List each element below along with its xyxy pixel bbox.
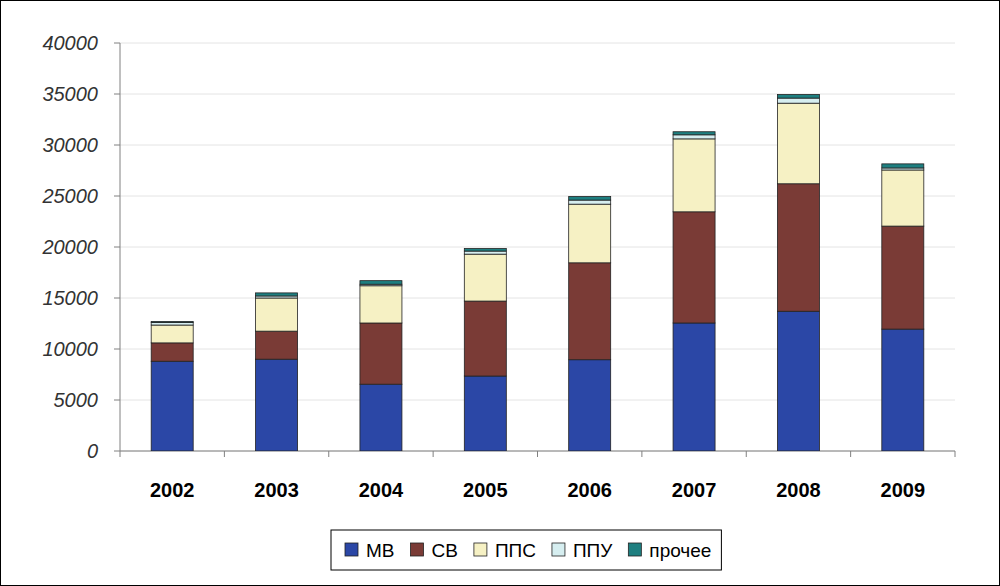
bar-segment [673, 135, 715, 139]
bar-segment [256, 298, 298, 331]
x-tick-label: 2005 [463, 479, 508, 501]
grid-line [120, 94, 955, 95]
x-tick-label: 2007 [672, 479, 717, 501]
bar-segment [673, 212, 715, 323]
x-tick-label: 2003 [254, 479, 299, 501]
bar-segment [777, 184, 819, 312]
legend-label: прочее [649, 540, 711, 561]
y-tick [114, 349, 120, 350]
bar-segment [464, 301, 506, 376]
legend-swatch [345, 543, 358, 556]
bar-segment [464, 254, 506, 301]
bar-segment [569, 263, 611, 360]
x-tick [433, 451, 434, 457]
y-tick [114, 145, 120, 146]
legend: МВ СВ ППС ППУ прочее [331, 530, 721, 570]
bar-segment [360, 286, 402, 323]
grid-line [120, 298, 955, 299]
x-tick-label: 2009 [881, 479, 926, 501]
y-tick-label: 5000 [54, 389, 99, 411]
x-tick [746, 451, 747, 457]
bar-segment [673, 139, 715, 212]
y-tick [114, 298, 120, 299]
x-tick [850, 451, 851, 457]
bar-segment [569, 204, 611, 263]
grid-line [120, 349, 955, 350]
bar-segment [882, 329, 924, 451]
bar-segment [569, 360, 611, 451]
legend-swatch [474, 543, 487, 556]
x-tick [641, 451, 642, 457]
grid-line [120, 247, 955, 248]
x-tick [537, 451, 538, 457]
chart: 0 5000 10000 15000 20000 25000 30000 35000 40000… [0, 0, 1000, 586]
x-tick-label: 2002 [150, 479, 195, 501]
legend-box [331, 530, 721, 570]
y-tick [114, 43, 120, 44]
y-tick-label: 0 [87, 440, 98, 462]
y-tick [114, 196, 120, 197]
y-tick [114, 247, 120, 248]
bar-segment [882, 164, 924, 168]
y-tick-label: 25000 [41, 185, 98, 207]
bar-segment [777, 98, 819, 103]
y-tick-label: 30000 [42, 134, 98, 156]
x-tick [120, 451, 121, 457]
bar-segment [777, 103, 819, 184]
bar-segment [256, 331, 298, 359]
grid-line [120, 43, 955, 44]
bar-segment [464, 251, 506, 254]
grid-line [120, 400, 955, 401]
bar-segment [464, 249, 506, 252]
bar-segment [360, 281, 402, 285]
x-tick [955, 451, 956, 457]
bar-segment [151, 321, 193, 322]
legend-swatch [411, 543, 424, 556]
y-tick [114, 94, 120, 95]
bar-segment [256, 293, 298, 296]
bar-segment [360, 323, 402, 384]
x-tick [328, 451, 329, 457]
legend-label: СВ [432, 540, 458, 561]
bar-segment [151, 325, 193, 343]
bar-segment [882, 226, 924, 329]
frame [1, 1, 1000, 586]
bar-segment [569, 200, 611, 204]
bar-segment [673, 132, 715, 135]
grid-line [120, 145, 955, 146]
grid-line [120, 196, 955, 197]
bar-segment [464, 376, 506, 451]
bar-segment [151, 343, 193, 361]
legend-label: ППС [495, 540, 536, 561]
bar-segment [360, 384, 402, 451]
bar-segment [882, 170, 924, 226]
y-tick-label: 40000 [42, 32, 98, 54]
bar-segment [673, 323, 715, 451]
y-tick [114, 451, 120, 452]
x-tick-label: 2008 [776, 479, 821, 501]
bar-segment [151, 361, 193, 451]
legend-swatch [628, 543, 641, 556]
x-tick-label: 2006 [567, 479, 612, 501]
legend-swatch [552, 543, 565, 556]
bar-segment [777, 95, 819, 99]
y-axis [120, 43, 121, 451]
bar-segment [256, 359, 298, 451]
legend-label: МВ [366, 540, 395, 561]
bar-segment [777, 311, 819, 451]
bars [151, 95, 924, 451]
y-tick-label: 15000 [42, 287, 98, 309]
y-tick-label: 35000 [42, 83, 98, 105]
y-tick [114, 400, 120, 401]
x-tick-label: 2004 [359, 479, 404, 501]
x-tick [224, 451, 225, 457]
y-tick-label: 10000 [42, 338, 98, 360]
legend-label: ППУ [573, 540, 613, 561]
bar-segment [569, 197, 611, 201]
y-tick-label: 20000 [41, 236, 98, 258]
